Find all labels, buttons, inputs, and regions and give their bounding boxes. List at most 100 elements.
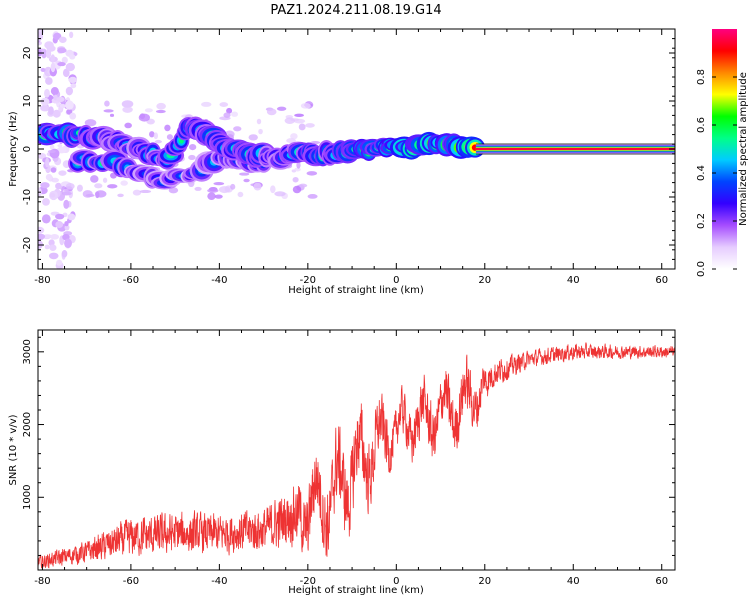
x-tick-label: 20 bbox=[478, 576, 491, 587]
spectrogram-cell bbox=[57, 144, 63, 148]
spectrogram-cell bbox=[76, 184, 83, 192]
spectrogram-cell bbox=[102, 177, 108, 183]
spectrogram-cell bbox=[58, 170, 67, 176]
snr-plot-area bbox=[38, 342, 675, 569]
spectrogram-cell bbox=[194, 186, 202, 191]
spectrogram-cell bbox=[50, 167, 57, 173]
spectrogram-cell bbox=[117, 193, 124, 198]
spectrogram-cell bbox=[56, 146, 67, 154]
spectrogram-cell bbox=[61, 191, 72, 196]
spectrogram-cell bbox=[164, 124, 171, 132]
spectrogram-cell bbox=[38, 240, 44, 249]
spectrogram-cell bbox=[305, 123, 315, 128]
spectrogram-cell bbox=[55, 221, 64, 229]
spectrogram-cell bbox=[48, 252, 59, 260]
spectrogram-cell bbox=[155, 109, 166, 114]
spectrogram-cell bbox=[68, 76, 78, 84]
spectrogram-cell bbox=[56, 259, 63, 266]
spectrogram-cell bbox=[138, 113, 150, 122]
colorbar-tick-label: 0.6 bbox=[696, 117, 707, 133]
snr-y-axis-label: SNR (10 * v/v) bbox=[8, 414, 19, 485]
spectrogram-cell bbox=[52, 109, 61, 118]
x-tick-label: -40 bbox=[211, 576, 227, 587]
spectrogram-cell bbox=[61, 56, 68, 64]
spectrogram-cell bbox=[248, 134, 258, 141]
spectrogram-cell bbox=[94, 183, 103, 189]
spectrogram-cell bbox=[107, 184, 118, 189]
spectrogram-cell bbox=[51, 177, 59, 183]
spectrogram-cell bbox=[139, 189, 152, 194]
spectrogram-cell bbox=[207, 188, 219, 193]
spectrogram-cell bbox=[132, 189, 142, 196]
spectrogram-cell bbox=[109, 113, 115, 117]
spectrogram-cell bbox=[64, 238, 72, 249]
spectrogram-cell bbox=[69, 112, 77, 120]
x-tick-label: -60 bbox=[123, 576, 139, 587]
spectrogram-cell bbox=[67, 213, 76, 221]
x-tick-label: -80 bbox=[34, 576, 50, 587]
spectrogram-x-axis-label: Height of straight line (km) bbox=[288, 285, 424, 296]
spectrogram-cell bbox=[56, 96, 65, 102]
spectrogram-cell bbox=[55, 213, 65, 220]
colorbar-tick-label: 0.2 bbox=[696, 213, 707, 229]
spectrogram-cell bbox=[49, 193, 56, 198]
spectrogram-cell bbox=[223, 112, 231, 118]
spectrogram-cell bbox=[292, 185, 302, 194]
spectrogram-cell bbox=[231, 111, 239, 117]
spectrogram-cell bbox=[307, 194, 318, 199]
spectrogram-cell bbox=[40, 67, 46, 72]
spectrogram-cell bbox=[290, 133, 298, 140]
spectrogram-cell bbox=[121, 100, 134, 108]
spectrogram-y-axis-label: Frequency (Hz) bbox=[8, 111, 19, 187]
spectrogram-cell bbox=[45, 173, 53, 181]
colorbar: 0.0 0.2 0.4 0.6 0.8 Normalized spectral ampl… bbox=[696, 29, 749, 277]
spectrogram-cell bbox=[286, 138, 296, 144]
y-tick-label: 2000 bbox=[22, 412, 33, 437]
spectrogram-cell bbox=[219, 102, 229, 108]
figure-title: PAZ1.2024.211.08.19.G14 bbox=[270, 3, 441, 18]
spectrogram-cell bbox=[49, 244, 57, 252]
spectrogram-cell bbox=[153, 132, 159, 140]
spectrogram-cell bbox=[189, 143, 197, 151]
spectrogram-cell bbox=[306, 171, 318, 176]
spectrogram-cell bbox=[65, 86, 74, 96]
y-tick-label: 3000 bbox=[22, 339, 33, 364]
spectrogram-cell bbox=[144, 108, 153, 113]
spectrogram-cell bbox=[188, 154, 196, 161]
spectrogram-cell bbox=[64, 220, 69, 227]
spectrogram-cell bbox=[95, 190, 107, 198]
spectrogram-cell bbox=[233, 126, 242, 132]
snr-ticks: -80 -60 -40 -20 0 20 40 60 1000 2000 3000 bbox=[22, 330, 675, 587]
spectrogram-cell bbox=[84, 119, 97, 127]
snr-frame bbox=[37, 329, 676, 571]
spectrogram-cell bbox=[218, 186, 231, 194]
colorbar-tick-label: 0.8 bbox=[696, 69, 707, 85]
spectrogram-cell bbox=[49, 144, 55, 150]
y-tick-label: 1000 bbox=[22, 485, 33, 510]
spectrogram-cell bbox=[38, 226, 45, 234]
spectrogram-cell bbox=[50, 62, 56, 73]
spectrogram-cell bbox=[201, 101, 212, 107]
spectrogram-cell bbox=[63, 199, 70, 209]
x-tick-label: -80 bbox=[34, 275, 50, 286]
spectrogram-cell bbox=[41, 214, 51, 224]
spectrogram-cell bbox=[62, 68, 70, 78]
spectrogram-band bbox=[475, 148, 675, 150]
spectrogram-cell bbox=[298, 123, 306, 131]
spectrogram-cell bbox=[82, 190, 93, 198]
spectrogram-cell bbox=[274, 191, 286, 197]
spectrogram-cell bbox=[44, 88, 50, 98]
snr-series-line bbox=[38, 342, 675, 569]
spectrogram-cell bbox=[50, 87, 59, 96]
spectrogram-cell bbox=[294, 167, 301, 172]
snr-x-axis-label: Height of straight line (km) bbox=[288, 585, 424, 596]
spectrogram-cell bbox=[122, 106, 133, 113]
x-tick-label: 60 bbox=[655, 275, 668, 286]
spectrogram-cell bbox=[266, 108, 277, 116]
spectrogram-cell bbox=[156, 102, 166, 110]
spectrogram-cell bbox=[294, 113, 304, 118]
spectrogram-cell bbox=[239, 172, 250, 176]
spectrogram-cell bbox=[237, 191, 244, 198]
spectrogram-cell bbox=[230, 183, 236, 190]
snr-panel: -80 -60 -40 -20 0 20 40 60 1000 2000 3000 Height o… bbox=[8, 329, 676, 596]
